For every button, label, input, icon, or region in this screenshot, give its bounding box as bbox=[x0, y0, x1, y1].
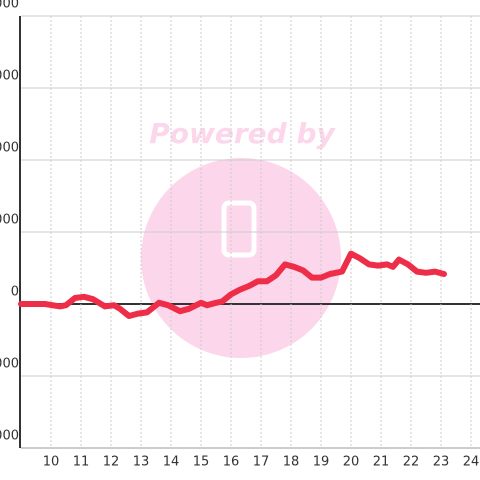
watermark-text: Powered by bbox=[149, 117, 336, 150]
x-tick-label: 15 bbox=[193, 455, 210, 470]
data-line bbox=[18, 250, 447, 319]
x-tick-label: 10 bbox=[43, 455, 60, 470]
y-tick-label: 0 bbox=[11, 285, 19, 300]
x-tick-label: 20 bbox=[343, 455, 360, 470]
plot bbox=[18, 250, 447, 319]
x-tick-label: 21 bbox=[373, 455, 390, 470]
y-tick-label: 12,000 bbox=[0, 0, 19, 12]
y-tick-label: -6,000 bbox=[0, 429, 19, 444]
y-tick-label: -3,000 bbox=[0, 357, 19, 372]
x-tick-label: 12 bbox=[103, 455, 120, 470]
grid bbox=[19, 15, 480, 449]
x-tick-label: 17 bbox=[253, 455, 270, 470]
x-tick-label: 18 bbox=[283, 455, 300, 470]
x-tick-label: 24 bbox=[463, 455, 480, 470]
x-tick-label: 13 bbox=[133, 455, 150, 470]
y-tick-label: 6,000 bbox=[0, 141, 19, 156]
y-tick-label: 9,000 bbox=[0, 69, 19, 84]
x-tick-label: 19 bbox=[313, 455, 330, 470]
x-tick-label: 14 bbox=[163, 455, 180, 470]
y-tick-label: 3,000 bbox=[0, 213, 19, 228]
x-tick-label: 23 bbox=[433, 455, 450, 470]
watermark-icon bbox=[221, 200, 257, 258]
x-tick-label: 16 bbox=[223, 455, 240, 470]
x-tick-label: 22 bbox=[403, 455, 420, 470]
x-tick-label: 11 bbox=[73, 455, 90, 470]
